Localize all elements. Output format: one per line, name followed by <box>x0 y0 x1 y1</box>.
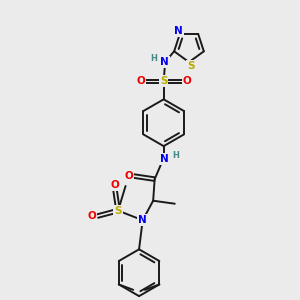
Text: S: S <box>187 61 194 71</box>
Text: N: N <box>160 57 169 67</box>
Text: O: O <box>182 76 191 86</box>
Text: N: N <box>174 26 183 37</box>
Text: H: H <box>172 151 179 160</box>
Text: N: N <box>160 154 169 164</box>
Text: H: H <box>150 54 157 63</box>
Text: O: O <box>88 211 97 221</box>
Text: S: S <box>114 206 122 216</box>
Text: O: O <box>124 170 133 181</box>
Text: O: O <box>111 180 119 190</box>
Text: N: N <box>138 215 147 225</box>
Text: O: O <box>136 76 145 86</box>
Text: S: S <box>160 76 167 86</box>
